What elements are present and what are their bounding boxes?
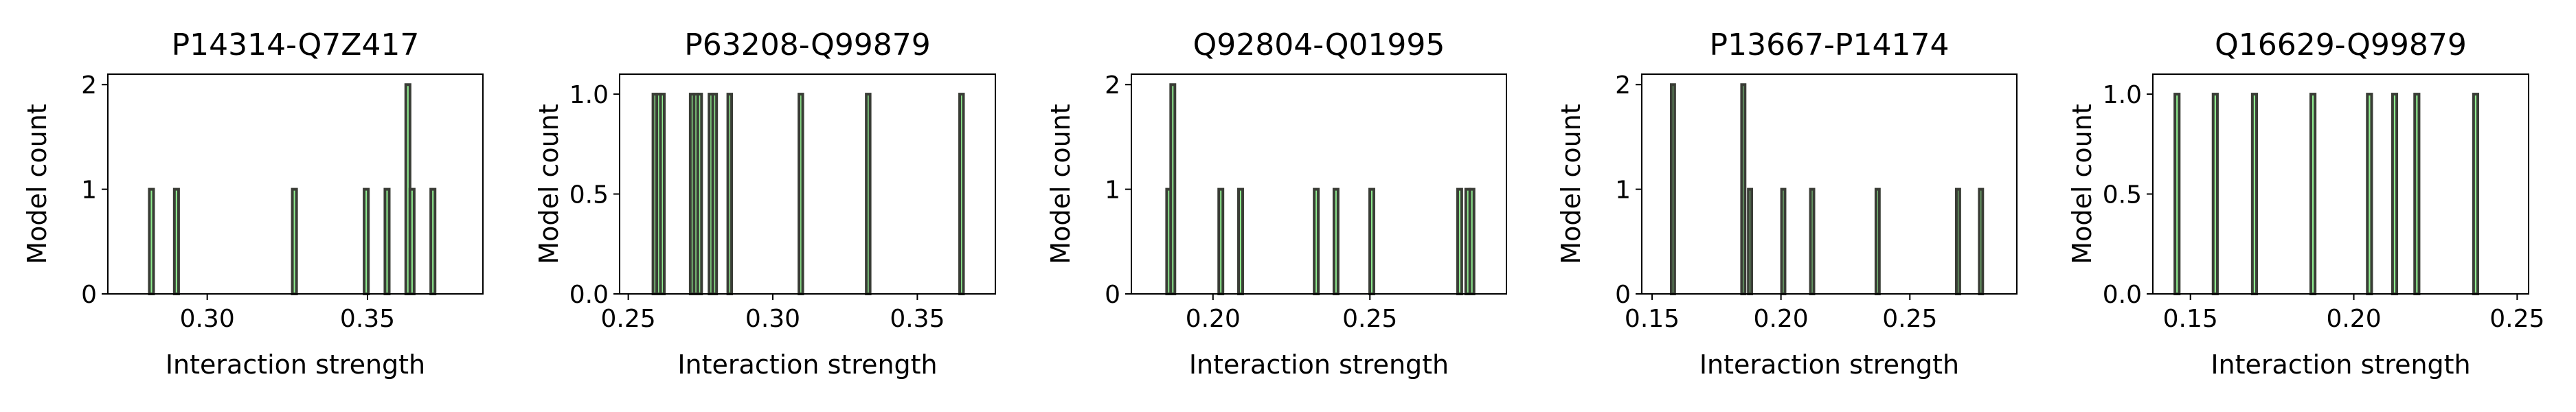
histogram-bar — [1978, 187, 1985, 295]
histogram-bar — [383, 187, 391, 295]
histogram-bar — [726, 93, 734, 295]
panel-title: Q16629-Q99879 — [2215, 27, 2467, 62]
x-axis-label: Interaction strength — [166, 350, 425, 380]
x-tick-label: 0.35 — [890, 305, 945, 333]
x-tick-label: 0.30 — [745, 305, 800, 333]
histogram-bar — [2309, 93, 2317, 295]
x-axis-label: Interaction strength — [1189, 350, 1449, 380]
histogram-bar — [363, 187, 370, 295]
y-tick-label: 0.5 — [2103, 181, 2142, 209]
x-tick-label: 0.25 — [2489, 305, 2544, 333]
y-tick-label: 0 — [81, 281, 97, 309]
y-tick-label: 1.0 — [569, 81, 609, 109]
y-tick-label: 2 — [1615, 71, 1631, 100]
y-axis-label: Model count — [22, 104, 52, 264]
y-tick-label: 1 — [1105, 176, 1120, 205]
y-axis-label: Model count — [1556, 104, 1586, 264]
x-tick-label: 0.25 — [601, 305, 656, 333]
x-tick-label: 0.15 — [2163, 305, 2218, 333]
panel-2: 0.25 0.30 0.35 0.0 0.5 1.0 P63208-Q99879 Intera… — [534, 27, 996, 380]
y-tick-label: 0.5 — [569, 181, 609, 209]
histogram-bar — [711, 93, 719, 295]
histogram-bar — [408, 187, 416, 295]
x-axis-label: Interaction strength — [2211, 350, 2470, 380]
x-tick-label: 0.15 — [1625, 305, 1680, 333]
y-tick-label: 0 — [1105, 281, 1120, 309]
y-tick-label: 1 — [1615, 176, 1631, 205]
panel-title: P13667-P14174 — [1710, 27, 1950, 62]
histogram-bar — [172, 187, 180, 295]
histogram-bar — [1368, 187, 1375, 295]
y-tick-label: 0.0 — [569, 281, 609, 309]
histogram-bar — [1456, 187, 1463, 295]
panel-4: 0.15 0.20 0.25 0 1 2 P13667-P14174 Interaction … — [1556, 27, 2018, 380]
x-tick-label: 0.20 — [1186, 305, 1241, 333]
y-tick-label: 2 — [1105, 71, 1120, 100]
x-tick-label: 0.35 — [340, 305, 395, 333]
histogram-bar — [429, 187, 437, 295]
histogram-bar — [865, 93, 872, 295]
histogram-bar — [1468, 187, 1476, 295]
y-axis-label: Model count — [2067, 104, 2097, 264]
panel-3: 0.20 0.25 0 1 2 Q92804-Q01995 Interaction stre… — [1046, 27, 1507, 380]
histogram-bar — [1740, 83, 1747, 296]
x-axis-label: Interaction strength — [677, 350, 937, 380]
x-tick-label: 0.20 — [2326, 305, 2381, 333]
histogram-bar — [659, 93, 666, 295]
histogram-bar — [2173, 93, 2181, 295]
plot-frame — [1131, 73, 1507, 295]
x-tick-label: 0.20 — [1754, 305, 1809, 333]
histogram-bar — [958, 93, 965, 295]
histogram-bar — [1809, 187, 1816, 295]
histogram-bar — [148, 187, 155, 295]
panel-title: P63208-Q99879 — [684, 27, 931, 62]
y-axis-label: Model count — [534, 104, 564, 264]
histogram-bar — [1874, 187, 1881, 295]
y-tick-label: 2 — [81, 71, 97, 100]
x-tick-label: 0.25 — [1342, 305, 1397, 333]
x-axis-label: Interaction strength — [1699, 350, 1959, 380]
panel-1: 0.30 0.35 0 1 2 P14314-Q7Z417 Interaction stre… — [22, 27, 484, 380]
panel-5: 0.15 0.20 0.25 0.0 0.5 1.0 Q16629-Q99879 Intera… — [2067, 27, 2544, 380]
histogram-bar — [2211, 93, 2219, 295]
plot-frame — [107, 73, 484, 295]
histogram-bar — [1780, 187, 1787, 295]
histogram-bar — [1669, 83, 1676, 296]
histogram-bar — [696, 93, 703, 295]
y-tick-label: 1 — [81, 176, 97, 205]
histogram-bar — [1313, 187, 1320, 295]
histogram-bar — [2472, 93, 2480, 295]
x-tick-label: 0.30 — [180, 305, 235, 333]
histogram-bar — [1747, 187, 1754, 295]
histogram-bar — [798, 93, 804, 295]
plot-frame — [2152, 73, 2529, 295]
y-axis-label: Model count — [1046, 104, 1076, 264]
x-tick-label: 0.25 — [1882, 305, 1937, 333]
histogram-bar — [1332, 187, 1340, 295]
histogram-bar — [2391, 93, 2399, 295]
y-tick-label: 0.0 — [2103, 281, 2142, 309]
plot-frame — [1641, 73, 2018, 295]
histogram-bar — [2250, 93, 2259, 295]
histogram-bar — [2366, 93, 2373, 295]
histogram-bar — [1237, 187, 1244, 295]
histogram-bar — [1169, 83, 1177, 296]
panel-title: Q92804-Q01995 — [1193, 27, 1445, 62]
histogram-bar — [1955, 187, 1961, 295]
histogram-bar — [291, 187, 298, 295]
histogram-bar — [1217, 187, 1225, 295]
y-tick-label: 0 — [1615, 281, 1631, 309]
y-tick-label: 1.0 — [2103, 81, 2142, 109]
plot-frame — [619, 73, 996, 295]
panel-title: P14314-Q7Z417 — [172, 27, 420, 62]
histogram-bar — [2413, 93, 2421, 295]
